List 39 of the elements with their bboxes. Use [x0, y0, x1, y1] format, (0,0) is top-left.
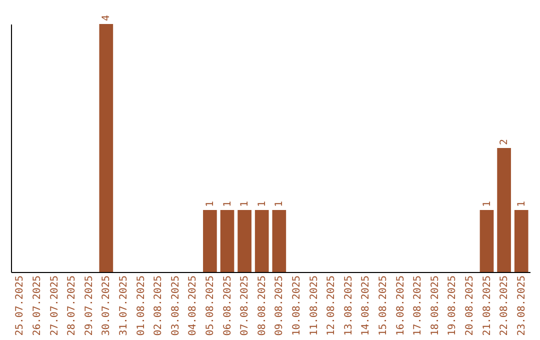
x-tick-label: 25.07.2025 [14, 276, 26, 336]
data-label: 1 [256, 200, 268, 207]
x-tick-label: 01.08.2025 [136, 276, 147, 336]
x-tick-label: 19.08.2025 [447, 276, 458, 336]
data-label: 1 [274, 200, 286, 207]
x-tick-label: 23.08.2025 [516, 276, 528, 336]
x-tick-label: 03.08.2025 [170, 276, 182, 336]
x-tick-label: 30.07.2025 [101, 276, 112, 336]
x-tick-label: 11.08.2025 [308, 276, 320, 336]
data-label: 4 [101, 14, 112, 21]
x-tick-label: 04.08.2025 [188, 276, 199, 336]
x-tick-label: 13.08.2025 [343, 276, 354, 336]
x-tick-label: 28.07.2025 [66, 276, 78, 336]
data-label: 1 [516, 200, 528, 207]
data-label: 1 [482, 200, 493, 207]
x-tick-label: 02.08.2025 [153, 276, 164, 336]
x-tick-label: 20.08.2025 [464, 276, 476, 336]
x-tick-label: 17.08.2025 [412, 276, 424, 336]
x-tick-label: 31.07.2025 [118, 276, 130, 336]
x-tick-label: 07.08.2025 [240, 276, 251, 336]
x-tick-label: 21.08.2025 [482, 276, 493, 336]
x-tick-label: 06.08.2025 [222, 276, 234, 336]
data-label: 1 [222, 200, 234, 207]
x-tick-label: 14.08.2025 [360, 276, 372, 336]
x-tick-label: 26.07.2025 [32, 276, 43, 336]
x-tick-label: 12.08.2025 [326, 276, 338, 336]
data-label: 2 [499, 138, 510, 145]
data-label: 1 [240, 200, 251, 207]
x-tick-label: 22.08.2025 [499, 276, 510, 336]
x-tick-label: 09.08.2025 [274, 276, 286, 336]
x-tick-label: 15.08.2025 [378, 276, 389, 336]
x-tick-label: 10.08.2025 [291, 276, 302, 336]
x-tick-label: 27.07.2025 [49, 276, 60, 336]
x-tick-label: 16.08.2025 [395, 276, 406, 336]
x-tick-label: 05.08.2025 [204, 276, 216, 336]
x-tick-label: 08.08.2025 [256, 276, 268, 336]
x-tick-label: 18.08.2025 [430, 276, 441, 336]
x-tick-label: 29.07.2025 [84, 276, 95, 336]
data-label: 1 [204, 200, 216, 207]
